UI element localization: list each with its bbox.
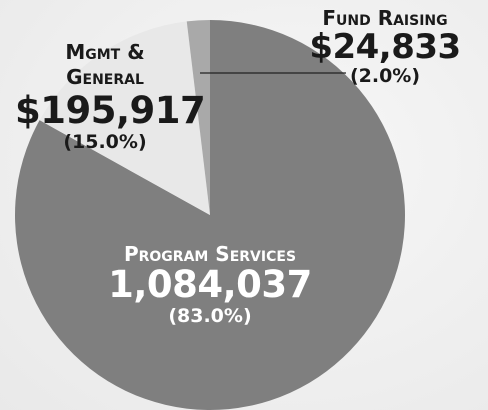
label-program-services: Program Services 1,084,037 (83.0%) — [90, 244, 330, 326]
percentage-label: (83.0%) — [168, 305, 252, 327]
label-fund-raising: Fund Raising $24,833 (2.0%) — [300, 8, 470, 86]
value-label: $195,917 — [15, 89, 206, 132]
category-label: Fund Raising — [322, 6, 448, 30]
pie-slice — [39, 21, 211, 216]
value-label: 1,084,037 — [108, 263, 312, 306]
pie-slice — [14, 20, 406, 410]
category-label: Program Services — [123, 242, 297, 266]
percentage-label: (15.0%) — [63, 131, 147, 153]
value-label: $24,833 — [309, 27, 461, 67]
slices — [14, 20, 406, 410]
label-mgmt-general: Mgmt & General $195,917 (15.0%) — [15, 40, 206, 153]
percentage-label: (2.0%) — [349, 65, 421, 87]
category-label: Mgmt & General — [65, 40, 145, 89]
pie-slice — [186, 20, 210, 215]
